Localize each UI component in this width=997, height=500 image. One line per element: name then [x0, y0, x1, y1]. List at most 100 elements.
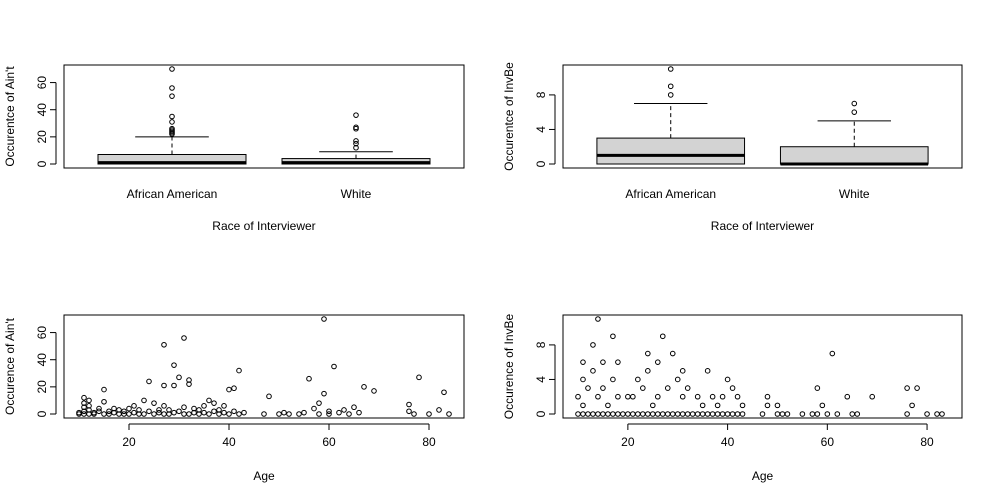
scatter-point [326, 411, 332, 417]
scatter-point [625, 393, 631, 400]
scatter-point [446, 411, 452, 417]
y-tick-label: 4 [534, 376, 548, 383]
y-tick-label: 8 [534, 91, 548, 98]
scatter-point [814, 385, 821, 391]
scatter-point [689, 411, 696, 417]
scatter-point [241, 409, 247, 416]
y-tick-label: 20 [35, 130, 49, 144]
scatter-point [580, 402, 586, 409]
scatter-point [585, 385, 591, 391]
scatter-point [321, 390, 327, 397]
plot-frame [63, 314, 465, 419]
scatter-point [704, 411, 711, 417]
scatter-point [146, 408, 152, 415]
scatter-point [605, 402, 611, 409]
scatter-point [635, 411, 641, 417]
scatter-point [91, 409, 97, 416]
scatter-point [126, 411, 132, 417]
chart-panel-2: 0 4 8 Occurentce of InvBe Race of Interviewe… [502, 62, 963, 233]
scatter-point [156, 407, 162, 413]
scatter-point [774, 411, 781, 417]
scatter-point [231, 408, 237, 415]
scatter-point [824, 411, 831, 417]
x-axis-label: Age [752, 469, 774, 483]
scatter-point [296, 411, 302, 417]
scatter-point [779, 411, 786, 417]
scatter-point [341, 407, 347, 413]
scatter-point [600, 385, 606, 391]
scatter-point [316, 411, 322, 417]
scatter-point [176, 408, 182, 415]
scatter-point [610, 411, 616, 417]
scatter-point [161, 341, 167, 348]
scatter-point [216, 407, 222, 413]
scatter-point [321, 316, 327, 322]
scatter-point [595, 411, 601, 417]
scatter-point [590, 368, 596, 374]
scatter-point [645, 350, 651, 357]
scatter-point [759, 411, 766, 417]
outlier-point [667, 66, 674, 72]
scatter-point [729, 411, 736, 417]
scatter-point [620, 411, 626, 417]
scatter-point [869, 393, 876, 400]
scatter-point [126, 405, 132, 412]
outlier-point [667, 83, 674, 90]
outlier-point [169, 113, 175, 120]
scatter-point [86, 403, 92, 409]
scatter-point [81, 408, 87, 415]
outlier-point [353, 112, 359, 118]
scatter-point [191, 405, 197, 412]
scatter-point [276, 411, 282, 417]
scatter-point [764, 393, 771, 400]
outlier-point [169, 119, 175, 125]
scatter-point [81, 404, 87, 411]
scatter-point [196, 407, 202, 413]
scatter-point [669, 411, 676, 417]
x-category-label: African American [625, 187, 716, 201]
x-tick-label: 80 [920, 435, 934, 449]
scatter-point [635, 376, 641, 383]
scatter-point [625, 411, 631, 417]
scatter-point [86, 397, 92, 404]
scatter-point [939, 411, 945, 417]
scatter-point [161, 403, 167, 409]
scatter-point [649, 402, 656, 409]
chart-panel-4: 0 4 8 Occurence of InvBe Age 20 40 60 80 [502, 313, 963, 483]
scatter-point [809, 411, 816, 417]
scatter-point [406, 408, 412, 415]
scatter-point [301, 409, 307, 416]
scatter-point [141, 397, 147, 404]
scatter-point [600, 411, 606, 417]
scatter-point [649, 411, 656, 417]
scatter-point [580, 359, 586, 365]
plot-frame [562, 314, 963, 419]
scatter-point [171, 382, 177, 389]
scatter-point [669, 350, 676, 357]
scatter-point [684, 385, 691, 391]
scatter-point [674, 411, 681, 417]
x-category-label: White [341, 187, 372, 201]
scatter-point [739, 402, 746, 409]
y-tick-label: 0 [534, 160, 548, 167]
scatter-point [630, 411, 636, 417]
y-axis-label: Occurence of Ain't [3, 317, 17, 415]
scatter-point [96, 405, 102, 412]
scatter-point [171, 409, 177, 416]
scatter-point [81, 400, 87, 406]
scatter-point [724, 411, 731, 417]
scatter-point [326, 408, 332, 415]
scatter-point [659, 333, 666, 340]
scatter-point [844, 393, 851, 400]
scatter-point [311, 405, 317, 412]
scatter-point [590, 411, 596, 417]
scatter-point [116, 407, 122, 413]
scatter-point [615, 359, 621, 365]
y-axis-label: Occurentce of Ain't [3, 66, 17, 167]
y-tick-label: 0 [35, 160, 49, 167]
scatter-point [331, 363, 337, 370]
outlier-point [169, 66, 175, 72]
scatter-point [610, 376, 616, 383]
scatter-point [186, 377, 192, 383]
scatter-point [121, 408, 127, 415]
